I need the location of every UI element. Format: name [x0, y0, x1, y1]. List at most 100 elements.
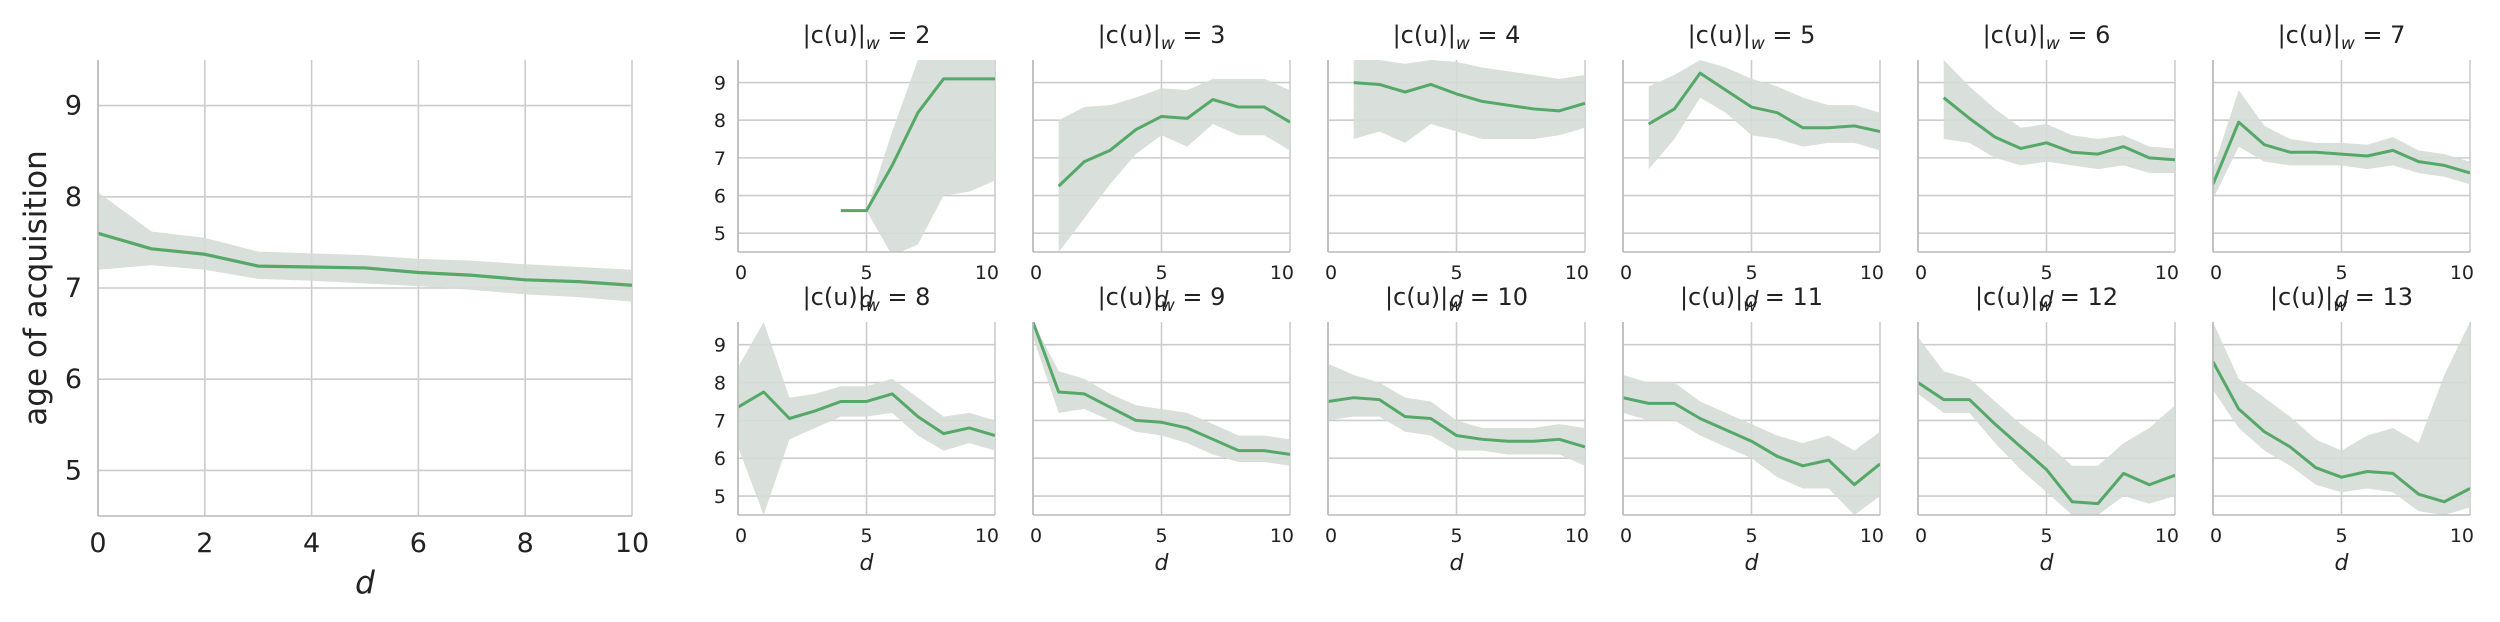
y-tick-label: 6: [714, 186, 726, 208]
x-axis-label: d: [860, 288, 875, 313]
x-tick-label: 10: [2450, 525, 2474, 547]
x-axis-label: d: [1745, 288, 1760, 313]
confidence-band: [2213, 322, 2470, 515]
panel-2: 0 5 10 d |c(u)|w = 3: [1030, 21, 1294, 313]
y-tick-label: 9: [714, 73, 726, 95]
x-tick-label: 5: [860, 262, 872, 284]
x-tick-label: 2: [196, 528, 213, 559]
series-line: [2213, 361, 2470, 504]
x-tick-label: 0: [1030, 262, 1042, 284]
panel-title: |c(u)|w = 4: [1393, 21, 1521, 54]
series-line: [1942, 96, 2175, 162]
x-tick-label: 5: [1155, 262, 1167, 284]
panel-10: 0 5 10d|c(u)|w = 11: [1620, 283, 1884, 576]
x-tick-label: 10: [1565, 525, 1589, 547]
y-tick-label: 5: [65, 455, 82, 486]
x-tick-label: 5: [2335, 262, 2347, 284]
x-tick-label: 5: [1745, 525, 1757, 547]
panel-title: |c(u)|w = 5: [1688, 21, 1816, 54]
y-axis-label: age of acquisition: [18, 150, 54, 425]
panel-title: |c(u)|w = 6: [1983, 21, 2111, 54]
y-tick-label: 8: [65, 182, 82, 213]
x-tick-label: 6: [410, 528, 427, 559]
x-axis-label: d: [1450, 288, 1465, 313]
series-line: [1057, 98, 1290, 188]
x-axis-label: d: [2040, 288, 2055, 313]
x-tick-label: 4: [303, 528, 320, 559]
y-tick-label: 8: [714, 373, 726, 395]
panel-overall: 0 2 4 6 8 10 5 6 7 8 9 d age of acquisition: [18, 60, 649, 601]
x-axis-label: d: [1155, 288, 1170, 313]
panel-title: |c(u)|w = 13: [2270, 283, 2413, 316]
panel-title: |c(u)|w = 3: [1098, 21, 1226, 54]
y-tick-label: 7: [714, 148, 726, 170]
panel-3: 0 5 10 d |c(u)|w = 4: [1325, 21, 1589, 313]
y-tick-label: 6: [714, 448, 726, 470]
series-line: [738, 390, 995, 437]
confidence-band: [1918, 337, 2175, 515]
confidence-band: [1648, 60, 1880, 170]
panel-5: 0 5 10 d |c(u)|w = 6: [1915, 21, 2179, 313]
panel-11: 0 5 10d|c(u)|w = 12: [1915, 283, 2179, 576]
x-tick-label: 10: [2155, 262, 2179, 284]
x-tick-label: 0: [1915, 525, 1927, 547]
x-axis-label: d: [2335, 551, 2350, 576]
panel-title: |c(u)|w = 8: [803, 283, 931, 316]
y-tick-label: 5: [714, 223, 726, 245]
panel-6: 0 5 10 d |c(u)|w = 7: [2210, 21, 2474, 313]
panel-title: |c(u)|w = 9: [1098, 283, 1226, 316]
panel-12: 0 5 10 d |c(u)|w = 13: [2210, 283, 2474, 576]
x-axis-label: d: [1155, 551, 1170, 576]
panel-title: |c(u)|w = 12: [1975, 283, 2118, 316]
x-axis-label: d: [860, 551, 875, 576]
x-tick-label: 10: [2450, 262, 2474, 284]
y-tick-label: 6: [65, 364, 82, 395]
panel-title: |c(u)|w = 7: [2278, 21, 2406, 54]
x-tick-label: 5: [1745, 262, 1757, 284]
x-tick-label: 5: [2040, 262, 2052, 284]
series-line: [1328, 396, 1585, 449]
x-tick-label: 0: [89, 528, 106, 559]
series-line: [1353, 81, 1585, 113]
panel-9: 0 5 10d|c(u)|w = 10: [1325, 283, 1589, 576]
x-axis-label: d: [2040, 551, 2055, 576]
x-tick-label: 10: [615, 528, 649, 559]
x-tick-label: 5: [1450, 262, 1462, 284]
confidence-band: [1353, 60, 1585, 143]
x-tick-label: 0: [735, 525, 747, 547]
series-line: [1918, 381, 2175, 506]
x-tick-label: 5: [1155, 525, 1167, 547]
confidence-band: [840, 60, 995, 252]
x-tick-label: 0: [2210, 525, 2222, 547]
confidence-band: [98, 192, 632, 302]
panel-title: |c(u)|w = 10: [1385, 283, 1528, 316]
x-tick-label: 0: [2210, 262, 2222, 284]
y-tick-label: 9: [714, 335, 726, 357]
x-axis-label: d: [1745, 551, 1760, 576]
x-tick-label: 0: [1325, 525, 1337, 547]
series-line: [1033, 322, 1290, 456]
x-axis-label: d: [1450, 551, 1465, 576]
x-tick-label: 10: [1860, 262, 1884, 284]
panel-title: |c(u)|w = 11: [1680, 283, 1823, 316]
x-tick-label: 5: [2335, 525, 2347, 547]
x-tick-label: 5: [1450, 525, 1462, 547]
confidence-band: [1058, 78, 1290, 252]
x-tick-label: 10: [1565, 262, 1589, 284]
x-tick-label: 0: [1915, 262, 1927, 284]
x-axis-label: d: [355, 565, 375, 601]
series-line: [1647, 71, 1880, 133]
x-tick-label: 8: [517, 528, 534, 559]
series-line: [2213, 120, 2470, 185]
panel-4: 0 5 10 d |c(u)|w = 5: [1620, 21, 1884, 313]
panel-8: 0 5 10d|c(u)|w = 9: [1030, 283, 1294, 576]
x-tick-label: 10: [975, 525, 999, 547]
series-line: [98, 231, 632, 287]
y-tick-label: 9: [65, 91, 82, 122]
confidence-band: [1943, 60, 2175, 173]
x-tick-label: 0: [1620, 525, 1632, 547]
x-tick-label: 0: [1030, 525, 1042, 547]
